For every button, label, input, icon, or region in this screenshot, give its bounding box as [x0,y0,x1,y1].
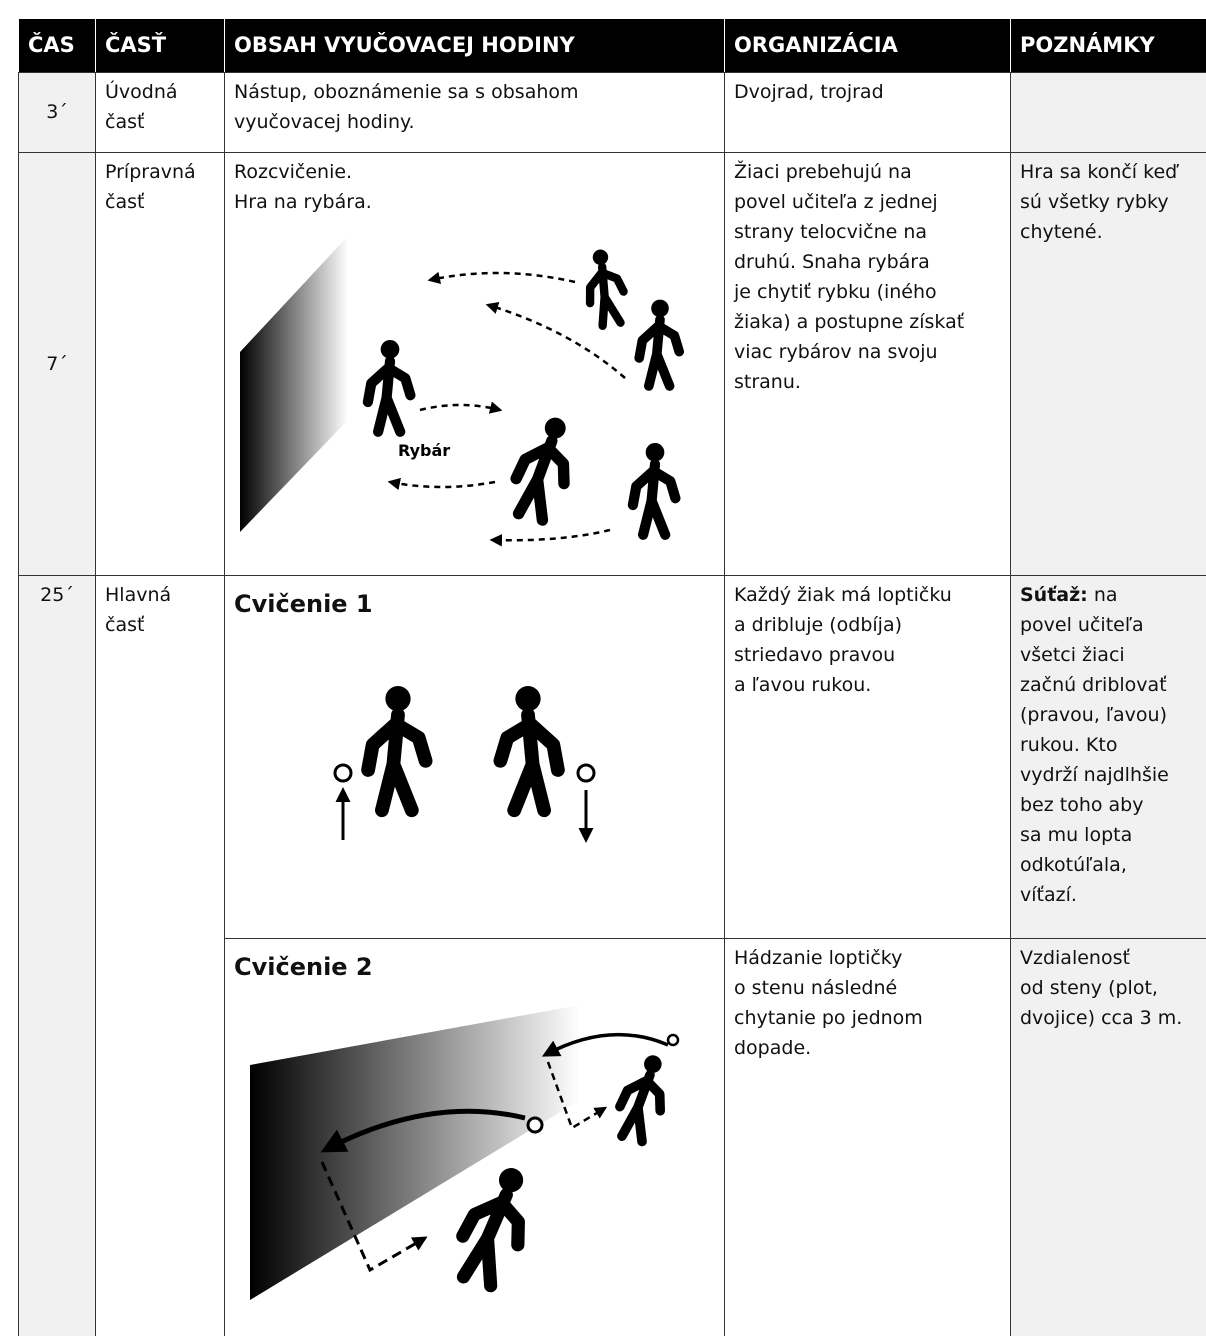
notes-cell: Hra sa končí keď sú všetky rybky chytené. [1010,152,1206,576]
exercise-title: Cvičenie 2 [234,953,373,981]
time: 7´ [46,353,68,375]
organization-cell: Hádzanie loptičky o stenu následné chytani… [724,938,1011,1336]
note-line: Súťaž: na [1020,580,1206,610]
note-line: odkotúľala, [1020,854,1127,876]
text-line: je chytiť rybku (iného [734,281,937,303]
note-line: víťazí. [1020,884,1077,906]
text-line: vyučovacej hodiny. [234,111,415,133]
text-line: striedavo pravou [734,644,896,666]
organization-cell: Žiaci prebehujú na povel učiteľa z jednej… [724,152,1011,576]
text-line: dopade. [734,1037,812,1059]
text-line: časť [105,191,145,213]
text-line: chytanie po jednom [734,1007,923,1029]
time-cell: 25´ [18,575,96,1336]
notes-cell [1010,72,1206,153]
text-line: Každý žiak má loptičku [734,584,952,606]
header-cell: ČAS [18,18,96,73]
header-cell: ČASŤ [95,18,225,73]
note-line: všetci žiaci [1020,644,1125,666]
text-line: Rozcvičenie. [234,161,353,183]
note-text: na [1087,584,1118,606]
text-line: viac rybárov na svoju [734,341,938,363]
text-line: od steny (plot, [1020,977,1158,999]
note-line: (pravou, ľavou) [1020,704,1168,726]
exercise-title: Cvičenie 1 [234,590,373,618]
text-line: Žiaci prebehujú na [734,161,912,183]
part-cell: Prípravná časť [95,152,225,576]
text-line: a ľavou rukou. [734,674,872,696]
text-line: žiaka) a postupne získať [734,311,965,333]
text-line: Hra na rybára. [234,191,372,213]
header-cell: POZNÁMKY [1010,18,1206,73]
text-line: o stenu následné [734,977,898,999]
header-cell: OBSAH VYUČOVACEJ HODINY [224,18,725,73]
time-cell: 3´ [18,72,96,153]
note-line: rukou. Kto [1020,734,1118,756]
note-line: sa mu lopta [1020,824,1133,846]
text-line: strany telocvične na [734,221,928,243]
text-line: Úvodná [105,81,178,103]
text-line: Hra sa končí keď [1020,161,1178,183]
notes-cell: Súťaž: na povel učiteľa všetci žiaci začnú … [1010,575,1206,939]
text-line: sú všetky rybky [1020,191,1169,213]
text-line: časť [105,614,145,636]
text-line: povel učiteľa z jednej [734,191,938,213]
organization-cell: Dvojrad, trojrad [724,72,1011,153]
content-cell: Rozcvičenie. Hra na rybára. [224,152,725,576]
text-line: Nástup, oboznámenie sa s obsahom [234,81,579,103]
time: 3´ [46,101,68,123]
text-line: Hlavná [105,584,172,606]
part-cell: Hlavná časť [95,575,225,1336]
text-line: druhú. Snaha rybára [734,251,930,273]
note-line: povel učiteľa [1020,614,1144,636]
note-bold: Súťaž: [1020,584,1088,606]
organization-cell: Každý žiak má loptičku a dribluje (odbíja… [724,575,1011,939]
note-line: vydrží najdlhšie [1020,764,1169,786]
content-cell: Nástup, oboznámenie sa s obsahom vyučovac… [224,72,725,153]
text-line: chytené. [1020,221,1103,243]
text-line: Hádzanie loptičky [734,947,903,969]
text-line: a dribluje (odbíja) [734,614,902,636]
note-line: bez toho aby [1020,794,1144,816]
content-cell: Cvičenie 1 [224,575,725,939]
text-line: Dvojrad, trojrad [734,81,884,103]
note-line: začnú driblovať [1020,674,1167,696]
text-line: Prípravná [105,161,196,183]
text-line: dvojice) cca 3 m. [1020,1007,1183,1029]
text-line: Vzdialenosť [1020,947,1130,969]
time: 25´ [40,584,74,606]
notes-cell: Vzdialenosť od steny (plot, dvojice) cca 3… [1010,938,1206,1336]
time-cell: 7´ [18,152,96,576]
text-line: časť [105,111,145,133]
part-cell: Úvodná časť [95,72,225,153]
content-cell: Cvičenie 2 [224,938,725,1336]
text-line: stranu. [734,371,801,393]
header-cell: ORGANIZÁCIA [724,18,1011,73]
